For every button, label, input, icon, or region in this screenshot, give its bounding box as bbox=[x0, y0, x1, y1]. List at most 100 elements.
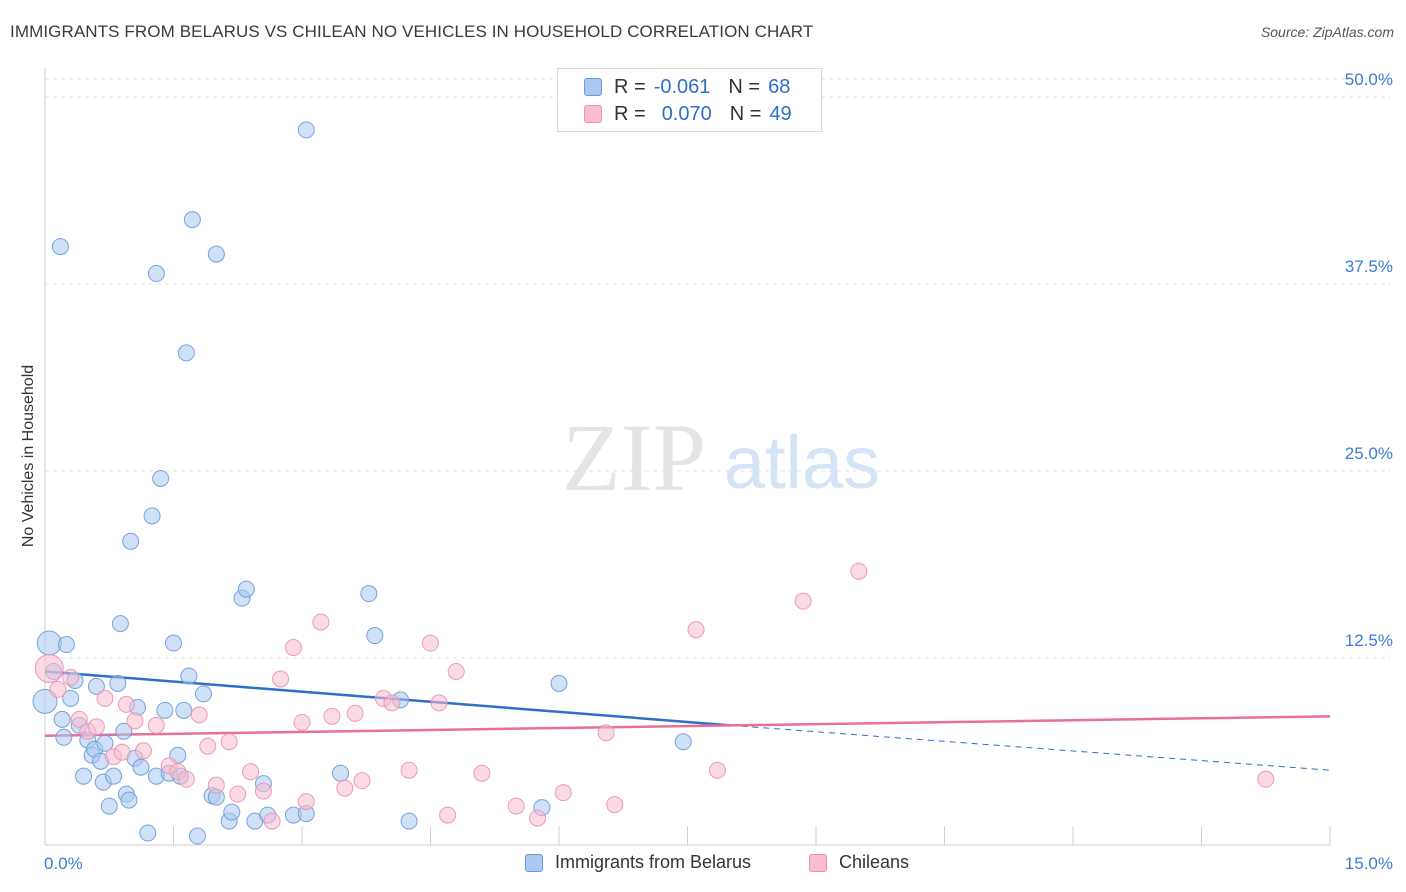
x-tick-label: 15.0% bbox=[1345, 854, 1393, 873]
chileans-point bbox=[597, 724, 615, 742]
chileans-point bbox=[687, 621, 705, 639]
chileans-point bbox=[242, 763, 260, 781]
watermark-atlas: atlas bbox=[724, 421, 880, 504]
belarus-trend-extension bbox=[730, 724, 1331, 771]
y-tick-label: 50.0% bbox=[1345, 70, 1393, 89]
chileans-point bbox=[220, 733, 238, 751]
belarus-point bbox=[194, 685, 212, 703]
belarus-point bbox=[223, 803, 241, 821]
chileans-point bbox=[439, 806, 457, 824]
chileans-point bbox=[70, 710, 88, 728]
belarus-point bbox=[122, 532, 140, 550]
belarus-point bbox=[100, 797, 118, 815]
chileans-point bbox=[49, 680, 67, 698]
chileans-point bbox=[147, 716, 165, 734]
belarus-point bbox=[51, 238, 69, 256]
chileans-point bbox=[126, 712, 144, 730]
chileans-point bbox=[529, 809, 547, 827]
chileans-point bbox=[263, 812, 281, 830]
chileans-point bbox=[554, 784, 572, 802]
watermark-zip: ZIP bbox=[562, 404, 706, 511]
r-value: -0.061 bbox=[653, 75, 711, 98]
chileans-point bbox=[207, 776, 225, 794]
chileans-point bbox=[383, 694, 401, 712]
belarus-point bbox=[75, 767, 93, 785]
axes bbox=[44, 68, 1331, 846]
belarus-point bbox=[53, 710, 71, 728]
chileans-point bbox=[606, 796, 624, 814]
trend-lines bbox=[44, 670, 1331, 771]
belarus-point bbox=[156, 701, 174, 719]
legend-item-belarus: Immigrants from Belarus bbox=[525, 852, 751, 873]
chileans-point bbox=[229, 785, 247, 803]
belarus-point bbox=[32, 688, 58, 714]
chileans-point bbox=[34, 653, 64, 683]
r-value: 0.070 bbox=[661, 102, 712, 125]
chileans-point bbox=[794, 592, 812, 610]
source-label: Source: ZipAtlas.com bbox=[1260, 24, 1394, 40]
n-value: 49 bbox=[769, 102, 792, 125]
legend-label-chileans: Chileans bbox=[839, 852, 910, 872]
belarus-point bbox=[674, 733, 692, 751]
belarus-point bbox=[366, 627, 384, 645]
belarus-point bbox=[57, 636, 75, 654]
chileans-point bbox=[336, 779, 354, 797]
chileans-point bbox=[430, 694, 448, 712]
chileans-point bbox=[284, 639, 302, 657]
chileans-point bbox=[293, 713, 311, 731]
chileans-swatch bbox=[584, 105, 602, 123]
belarus-point bbox=[177, 344, 195, 362]
chileans-point bbox=[177, 770, 195, 788]
tick-labels: 12.5% 25.0% 37.5% 50.0% 0.0% 15.0% bbox=[44, 70, 1393, 873]
stats-legend: R = -0.061 N = 68 R = 0.070 N = 49 bbox=[557, 68, 822, 132]
belarus-point bbox=[87, 677, 105, 695]
chileans-point bbox=[346, 704, 364, 722]
chileans-point bbox=[96, 689, 114, 707]
belarus-point bbox=[36, 630, 62, 656]
n-label: N = bbox=[729, 102, 762, 125]
chileans-point bbox=[254, 782, 272, 800]
chart-title: IMMIGRANTS FROM BELARUS VS CHILEAN NO VE… bbox=[10, 22, 814, 41]
chileans-point bbox=[312, 613, 330, 631]
legend-label-belarus: Immigrants from Belarus bbox=[555, 852, 752, 872]
belarus-point bbox=[180, 667, 198, 685]
belarus-point bbox=[175, 701, 193, 719]
belarus-point bbox=[139, 824, 157, 842]
belarus-point bbox=[360, 585, 378, 603]
chileans-point bbox=[62, 668, 80, 686]
stats-legend-row-chileans: R = 0.070 N = 49 bbox=[584, 102, 792, 126]
belarus-swatch bbox=[525, 853, 543, 872]
r-label: R = bbox=[614, 102, 646, 125]
legend-item-chileans: Chileans bbox=[809, 852, 909, 873]
belarus-swatch bbox=[584, 78, 602, 96]
series-legend: Immigrants from Belarus Chileans bbox=[0, 852, 1406, 876]
y-tick-label: 37.5% bbox=[1345, 257, 1393, 276]
belarus-point bbox=[237, 580, 255, 598]
y-tick-label: 25.0% bbox=[1345, 444, 1393, 463]
chileans-point bbox=[190, 706, 208, 724]
chileans-point bbox=[1257, 770, 1275, 788]
chileans-swatch bbox=[809, 853, 827, 872]
n-value: 68 bbox=[768, 75, 791, 98]
belarus-point bbox=[55, 728, 73, 746]
chileans-point bbox=[199, 737, 217, 755]
chileans-point bbox=[135, 742, 153, 760]
belarus-point bbox=[109, 674, 127, 692]
chileans-point bbox=[507, 797, 525, 815]
belarus-point bbox=[147, 265, 165, 283]
y-tick-label: 12.5% bbox=[1345, 631, 1393, 650]
chileans-point bbox=[353, 772, 371, 790]
chileans-point bbox=[447, 662, 465, 680]
belarus-point bbox=[165, 634, 182, 652]
chileans-point bbox=[850, 562, 868, 580]
chileans-point bbox=[117, 695, 135, 713]
belarus-point bbox=[62, 689, 80, 707]
belarus-point bbox=[207, 245, 225, 263]
chileans-point bbox=[473, 764, 491, 782]
belarus-point bbox=[297, 121, 315, 139]
watermark: ZIP atlas bbox=[562, 404, 880, 511]
chileans-point bbox=[323, 707, 341, 725]
n-label: N = bbox=[728, 75, 761, 98]
belarus-point bbox=[96, 734, 114, 752]
